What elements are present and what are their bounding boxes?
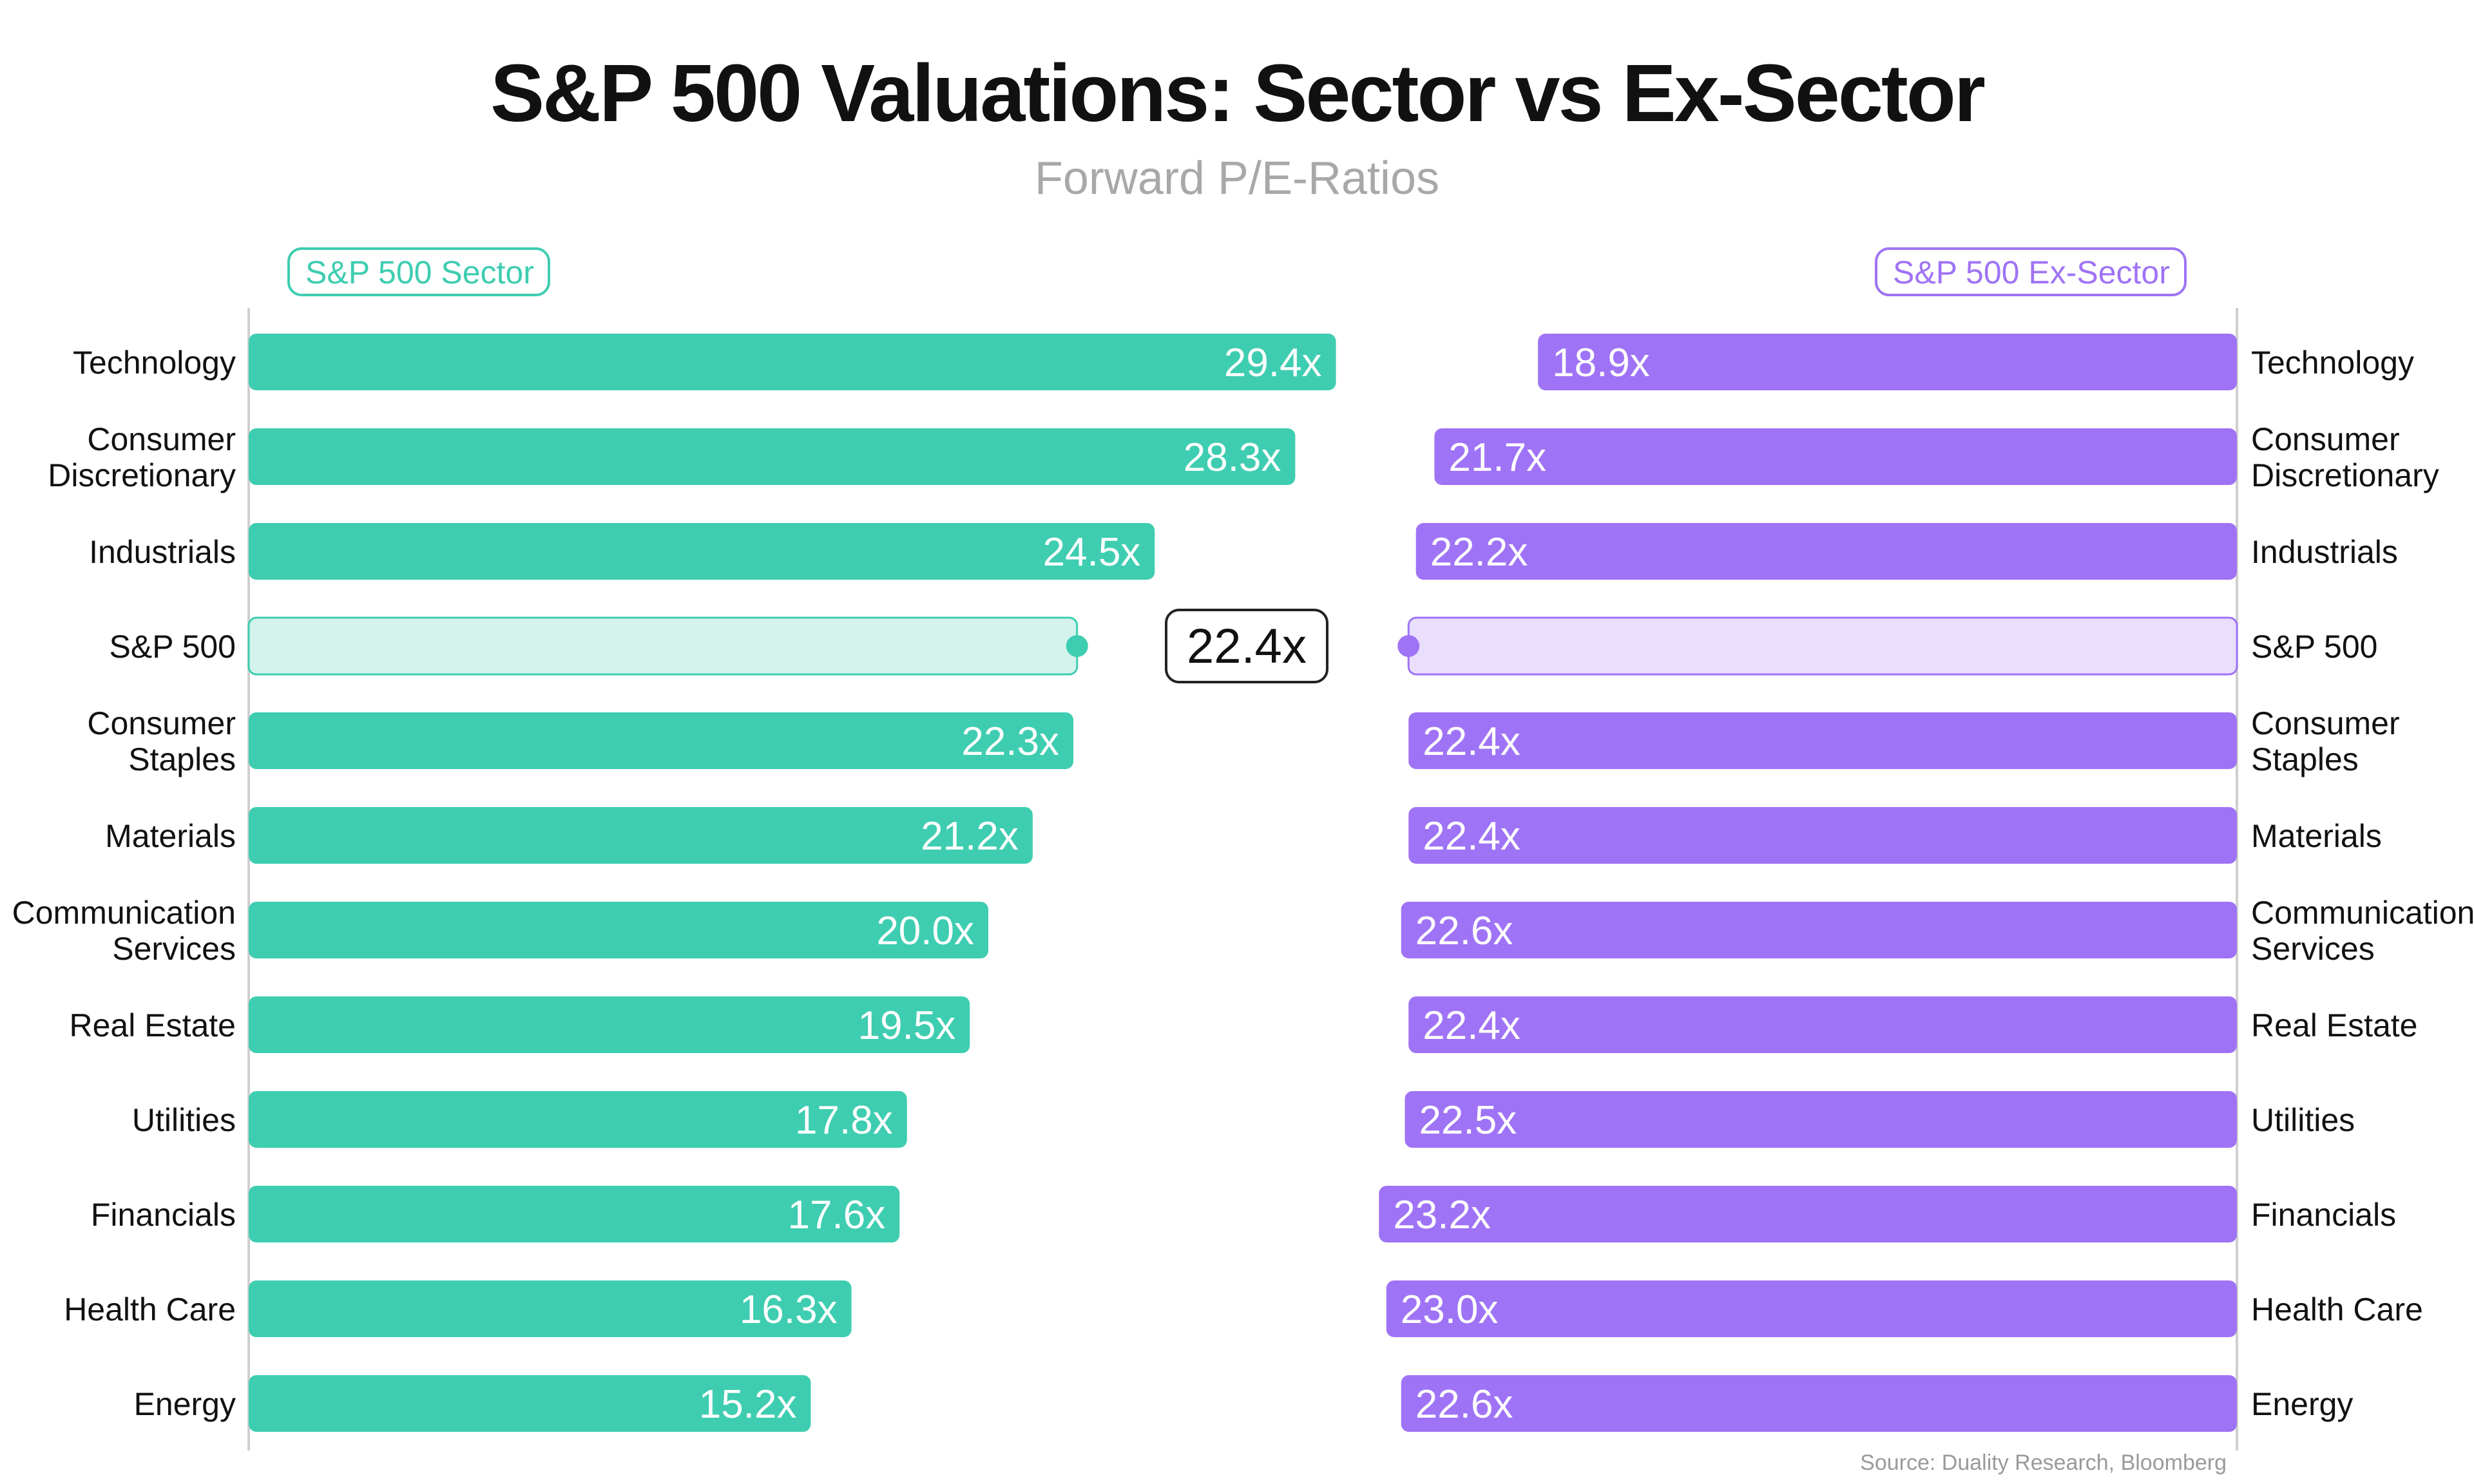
source-note: Source: Duality Research, Bloomberg [1860,1451,2227,1475]
category-label-right-financials: Financials [2251,1197,2396,1233]
category-label-right-consumer-discretionary: Discretionary [2251,457,2439,493]
bar-ex-sector-financials [1379,1186,2237,1242]
legend-ex-sector: S&P 500 Ex-Sector [1875,247,2187,296]
value-label-ex-sector-energy: 22.6x [1415,1382,1513,1427]
category-label-left-communication-services: Services [112,931,236,967]
value-label-ex-sector-consumer-staples: 22.4x [1423,719,1520,764]
value-label-sector-technology: 29.4x [1224,341,1322,385]
category-label-left-real-estate: Real Estate [70,1007,236,1043]
value-label-ex-sector-utilities: 22.5x [1419,1098,1517,1143]
bar-ex-sector-utilities [1405,1091,2237,1148]
category-label-left-industrials: Industrials [89,534,236,570]
bar-sector-financials [249,1186,900,1242]
bar-sector-technology [249,334,1336,390]
bar-sector-utilities [249,1091,907,1148]
value-label-sector-consumer-staples: 22.3x [961,719,1059,764]
category-label-right-communication-services: Communication [2251,895,2474,931]
category-label-left-energy: Energy [134,1386,236,1422]
bar-sector-communication-services [249,902,988,958]
value-label-sector-industrials: 24.5x [1043,530,1141,575]
benchmark-callout-label: 22.4x [1187,619,1307,674]
value-label-sector-consumer-discretionary: 28.3x [1184,435,1281,480]
category-label-left-health-care: Health Care [64,1291,236,1327]
category-label-right-consumer-discretionary: Consumer [2251,421,2400,457]
bar-ex-sector-energy [1401,1375,2237,1432]
value-label-sector-health-care: 16.3x [740,1288,838,1332]
category-label-left-financials: Financials [91,1197,236,1233]
bar-sector-consumer-staples [249,712,1074,769]
benchmark-callout-box [1165,609,1328,683]
value-label-ex-sector-consumer-discretionary: 21.7x [1448,435,1546,480]
category-label-right-consumer-staples: Consumer [2251,705,2400,741]
value-label-ex-sector-technology: 18.9x [1552,341,1650,385]
value-label-sector-materials: 21.2x [921,814,1019,859]
category-label-right-sp-500: S&P 500 [2251,629,2377,665]
value-label-ex-sector-materials: 22.4x [1423,814,1520,859]
category-label-left-utilities: Utilities [132,1102,236,1138]
category-label-right-technology: Technology [2251,345,2414,381]
value-label-ex-sector-real-estate: 22.4x [1423,1004,1520,1048]
category-label-left-sp-500: S&P 500 [110,629,236,665]
category-label-right-materials: Materials [2251,818,2382,854]
bar-ex-sector-consumer-staples [1408,712,2237,769]
category-label-right-utilities: Utilities [2251,1102,2355,1138]
category-label-right-consumer-staples: Staples [2251,741,2359,777]
chart-title: S&P 500 Valuations: Sector vs Ex-Sector [490,48,1986,138]
value-label-sector-financials: 17.6x [788,1193,886,1237]
bar-ex-sector-consumer-discretionary [1434,428,2237,485]
bar-sector-materials [249,807,1033,864]
category-label-left-materials: Materials [105,818,236,854]
category-label-left-consumer-staples: Staples [128,741,236,777]
value-label-ex-sector-financials: 23.2x [1393,1193,1491,1237]
category-label-right-energy: Energy [2251,1386,2353,1422]
category-label-right-real-estate: Real Estate [2251,1007,2417,1043]
benchmark-dot-ex-sector [1397,635,1420,657]
bar-sector-real-estate [249,996,970,1053]
bar-ex-sector-health-care [1386,1280,2237,1337]
value-label-ex-sector-communication-services: 22.6x [1415,909,1513,953]
chart-subtitle: Forward P/E-Ratios [1034,153,1440,204]
bar-ex-sector-technology [1538,334,2237,390]
value-label-sector-energy: 15.2x [699,1382,797,1427]
category-label-left-communication-services: Communication [12,895,236,931]
benchmark-dot-sector [1066,635,1088,657]
bar-ex-sector-materials [1408,807,2237,864]
bar-sector-health-care [249,1280,852,1337]
category-label-right-health-care: Health Care [2251,1291,2423,1327]
bar-sector-sp-500 [247,616,1079,676]
value-label-sector-real-estate: 19.5x [858,1004,956,1048]
bar-sector-energy [249,1375,811,1432]
category-label-left-consumer-staples: Consumer [87,705,236,741]
value-label-ex-sector-health-care: 23.0x [1401,1288,1499,1332]
category-label-left-consumer-discretionary: Discretionary [48,457,236,493]
value-label-ex-sector-industrials: 22.2x [1430,530,1528,575]
bar-sector-consumer-discretionary [249,428,1296,485]
legend-sector: S&P 500 Sector [287,247,550,296]
bar-ex-sector-communication-services [1401,902,2237,958]
category-label-right-communication-services: Services [2251,931,2375,967]
value-label-sector-communication-services: 20.0x [876,909,974,953]
category-label-left-consumer-discretionary: Consumer [87,421,236,457]
bar-ex-sector-sp-500 [1407,616,2238,676]
category-label-left-technology: Technology [73,345,236,381]
bar-ex-sector-industrials [1415,523,2237,580]
bar-ex-sector-real-estate [1408,996,2237,1053]
value-label-sector-utilities: 17.8x [795,1098,893,1143]
category-label-right-industrials: Industrials [2251,534,2398,570]
bar-sector-industrials [249,523,1155,580]
